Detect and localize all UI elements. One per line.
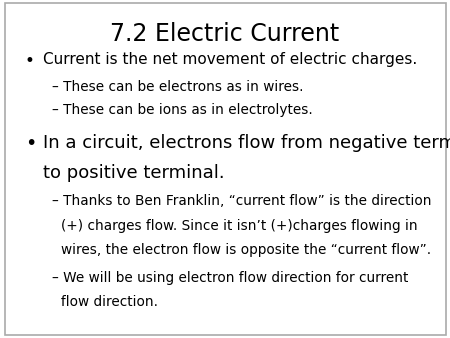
- Text: – These can be electrons as in wires.: – These can be electrons as in wires.: [52, 80, 303, 94]
- Text: wires, the electron flow is opposite the “current flow”.: wires, the electron flow is opposite the…: [61, 243, 431, 257]
- Text: flow direction.: flow direction.: [61, 295, 158, 309]
- Text: 7.2 Electric Current: 7.2 Electric Current: [110, 22, 340, 46]
- Text: – We will be using electron flow direction for current: – We will be using electron flow directi…: [52, 271, 408, 285]
- Text: •: •: [25, 52, 35, 70]
- Text: (+) charges flow. Since it isn’t (+)charges flowing in: (+) charges flow. Since it isn’t (+)char…: [61, 219, 418, 233]
- Text: to positive terminal.: to positive terminal.: [43, 164, 225, 182]
- Text: – Thanks to Ben Franklin, “current flow” is the direction: – Thanks to Ben Franklin, “current flow”…: [52, 194, 431, 208]
- Text: Current is the net movement of electric charges.: Current is the net movement of electric …: [43, 52, 417, 67]
- Text: In a circuit, electrons flow from negative terminal: In a circuit, electrons flow from negati…: [43, 134, 450, 152]
- Text: •: •: [25, 134, 36, 153]
- Text: – These can be ions as in electrolytes.: – These can be ions as in electrolytes.: [52, 103, 312, 117]
